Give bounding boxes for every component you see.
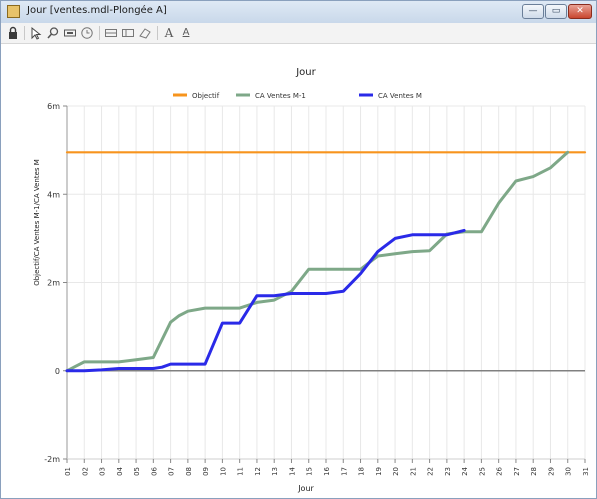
- x-tick-label-22: 22: [427, 467, 435, 476]
- x-tick-label-06: 06: [150, 466, 158, 475]
- x-tick-label-17: 17: [340, 467, 348, 476]
- close-icon: ✕: [576, 6, 584, 16]
- x-tick-label-30: 30: [565, 467, 573, 476]
- y-tick-label-3: 0: [55, 367, 60, 376]
- maximize-button[interactable]: ▭: [545, 4, 567, 19]
- x-tick-label-31: 31: [582, 467, 590, 476]
- series-line-2: [65, 228, 466, 373]
- x-tick-label-27: 27: [513, 467, 521, 476]
- legend-label-0: Objectif: [192, 92, 220, 100]
- x-axis-label: Jour: [297, 484, 314, 493]
- x-tick-label-03: 03: [99, 467, 107, 476]
- x-tick-label-19: 19: [375, 467, 383, 476]
- x-tick-label-02: 02: [81, 467, 89, 476]
- x-tick-label-16: 16: [323, 466, 331, 475]
- x-tick-label-28: 28: [530, 467, 538, 476]
- x-tick-label-09: 09: [202, 467, 210, 476]
- x-tick-label-15: 15: [306, 467, 314, 476]
- legend-label-1: CA Ventes M-1: [255, 92, 306, 100]
- x-tick-label-01: 01: [64, 467, 72, 476]
- x-tick-label-08: 08: [185, 467, 193, 476]
- x-tick-label-26: 26: [496, 466, 504, 475]
- eraser-icon[interactable]: [138, 26, 152, 40]
- x-tick-label-20: 20: [392, 467, 400, 476]
- x-tick-label-07: 07: [168, 467, 176, 476]
- table-icon[interactable]: [104, 26, 118, 40]
- x-tick-label-05: 05: [133, 467, 141, 476]
- y-tick-label-2: 2m: [47, 279, 60, 288]
- x-tick-label-14: 14: [288, 466, 296, 475]
- title-bar[interactable]: Jour [ventes.mdl-Plongée A] — ▭ ✕: [1, 1, 596, 23]
- chart-title: Jour: [295, 67, 316, 78]
- y-tick-label-4: -2m: [44, 455, 60, 464]
- app-icon: [7, 5, 20, 18]
- x-tick-label-29: 29: [547, 467, 555, 476]
- close-button[interactable]: ✕: [568, 4, 592, 19]
- x-tick-label-23: 23: [444, 467, 452, 476]
- fit-icon[interactable]: [63, 26, 77, 40]
- series-line-1: [65, 150, 570, 373]
- zoom-icon[interactable]: [46, 26, 60, 40]
- y-tick-label-0: 6m: [47, 102, 60, 111]
- minimize-icon: —: [528, 6, 538, 16]
- lock-icon[interactable]: [6, 26, 20, 40]
- list-icon[interactable]: [121, 26, 135, 40]
- window-title: Jour [ventes.mdl-Plongée A]: [27, 5, 167, 16]
- x-tick-label-21: 21: [409, 467, 417, 476]
- font-a-small-icon[interactable]: A: [182, 27, 190, 38]
- legend-label-2: CA Ventes M: [378, 92, 422, 100]
- line-chart: 6m 4m 2m 0 -2m 01 02 03 04 05 06 07 08 09 10 11 12 13 14 15…: [33, 67, 590, 493]
- y-tick-label-1: 4m: [47, 190, 60, 199]
- maximize-icon: ▭: [551, 6, 561, 16]
- y-axis-label: Objectif/CA Ventes M-1/CA Ventes M: [33, 159, 41, 286]
- x-tick-label-18: 18: [358, 467, 366, 476]
- x-tick-label-04: 04: [116, 466, 124, 475]
- x-tick-label-12: 12: [254, 467, 262, 476]
- x-tick-label-25: 25: [478, 467, 486, 476]
- clock-icon[interactable]: [80, 26, 94, 40]
- x-tick-label-24: 24: [461, 466, 469, 475]
- x-tick-label-11: 11: [237, 467, 245, 476]
- x-tick-label-13: 13: [271, 467, 279, 476]
- x-tick-label-10: 10: [219, 467, 227, 476]
- minimize-button[interactable]: —: [522, 4, 544, 19]
- pointer-icon[interactable]: [29, 26, 43, 40]
- font-a-icon[interactable]: A: [164, 26, 174, 40]
- toolbar: A A: [1, 23, 596, 44]
